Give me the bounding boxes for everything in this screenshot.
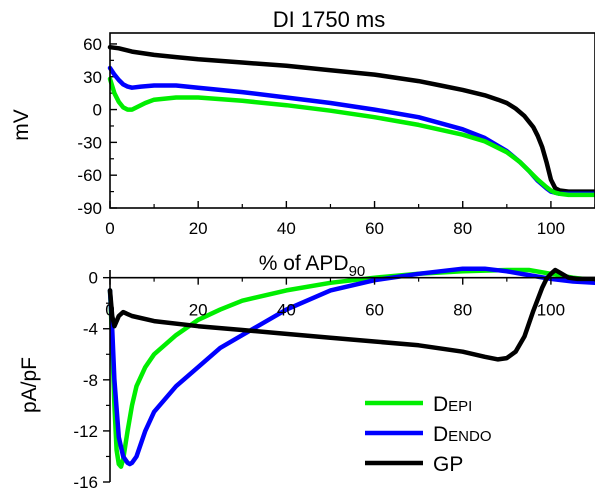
y-axis-title-voltage: mV: [10, 109, 33, 141]
voltage-series-depi: [107, 76, 595, 198]
current-y-tick-label: -4: [83, 320, 98, 339]
x-axis-title: % of APD90: [259, 252, 366, 280]
voltage-y-tick-label: 30: [83, 68, 102, 87]
current-x-tick-label: 40: [277, 301, 296, 320]
voltage-x-tick-label: 20: [189, 219, 208, 238]
voltage-y-tick-label: -90: [77, 199, 102, 218]
voltage-y-tick-label: -30: [77, 133, 102, 152]
current-series-dendo: [107, 266, 595, 467]
legend-label-small: EPI: [448, 398, 472, 415]
current-series-gp: [107, 267, 595, 362]
legend-label-main: D: [433, 423, 448, 446]
current-y-tick-label: -12: [73, 422, 98, 441]
legend-label-main: GP: [433, 453, 463, 476]
voltage-plot-frame: [109, 32, 595, 209]
current-x-tick-label: 100: [537, 301, 565, 320]
voltage-x-tick-label: 40: [277, 219, 296, 238]
legend-label-dendo: DENDO: [433, 423, 492, 446]
y-axis-title-current: pA/pF: [18, 357, 41, 413]
chart-title: DI 1750 ms: [273, 7, 386, 32]
current-series-depi: [107, 267, 595, 469]
current-x-tick-label: 20: [189, 301, 208, 320]
x-axis-title-subscript: 90: [349, 263, 366, 280]
voltage-series-gp: [107, 44, 595, 194]
legend-label-small: ENDO: [448, 428, 491, 445]
current-series: [107, 266, 595, 469]
current-axis-ticks: 0 -4 -8 -12 -16 0 20 40 60 80 100: [73, 269, 595, 492]
legend-label-gp: GP: [433, 453, 463, 476]
voltage-y-tick-label: -60: [77, 166, 102, 185]
voltage-series: [107, 44, 595, 198]
voltage-x-tick-label: 0: [105, 219, 114, 238]
x-axis-title-main: % of APD: [259, 252, 349, 275]
voltage-y-tick-label: 0: [93, 101, 102, 120]
voltage-x-tick-label: 60: [365, 219, 384, 238]
current-x-tick-label: 60: [365, 301, 384, 320]
voltage-series-dendo: [107, 65, 595, 197]
voltage-x-tick-label: 80: [453, 219, 472, 238]
current-x-tick-label: 0: [105, 301, 114, 320]
current-y-tick-label: 0: [89, 269, 98, 288]
current-y-tick-label: -16: [73, 473, 98, 492]
voltage-x-tick-label: 100: [537, 219, 565, 238]
legend-label-depi: DEPI: [433, 393, 472, 416]
current-panel: pA/pF 0-4-8-12-160 20 40 60 80 100 DEPIDENDOG…: [18, 266, 595, 492]
current-y-tick-label: -8: [83, 371, 98, 390]
legend-label-main: D: [433, 393, 448, 416]
voltage-y-tick-label: 60: [83, 35, 102, 54]
current-x-tick-label: 80: [453, 301, 472, 320]
